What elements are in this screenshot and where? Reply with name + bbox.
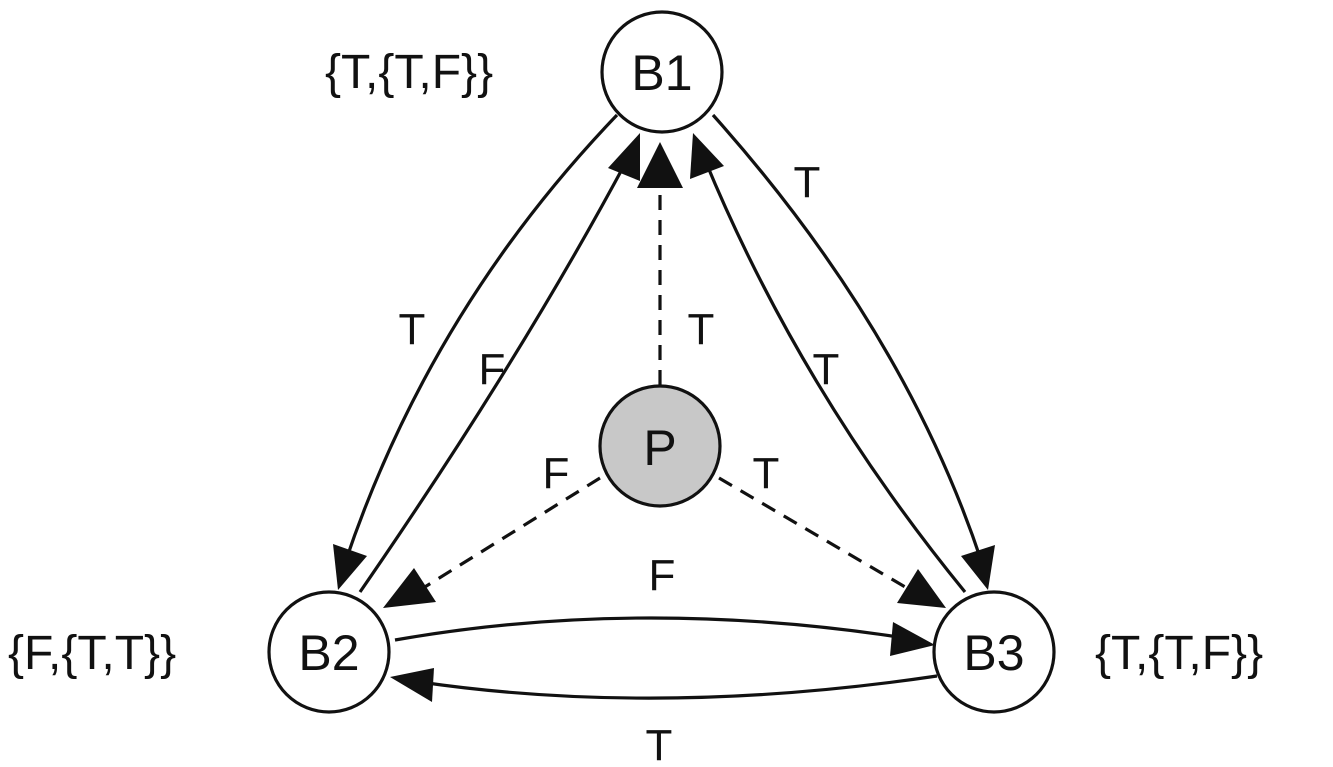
- node-b1-circle: [600, 10, 724, 134]
- edge-b2-to-b1: [358, 159, 629, 593]
- edge-b3-to-b2: [419, 674, 938, 700]
- set-label-b1: {T,{T,F}}: [325, 46, 493, 99]
- arrowhead-b3-to-b2: [390, 668, 434, 702]
- node-p: P: [598, 384, 722, 508]
- edge-b1-to-b3: [711, 113, 984, 564]
- edge-label-b2-to-b1: F: [479, 345, 506, 394]
- set-label-b3: {T,{T,F}}: [1095, 627, 1263, 680]
- edge-label-p-to-b2: F: [543, 449, 570, 498]
- arrowhead-p-to-b2: [383, 568, 436, 608]
- arrowhead-b2-to-b1: [608, 133, 640, 181]
- arrowhead-b1-to-b3: [961, 545, 995, 590]
- node-b1: B1: [600, 10, 724, 134]
- node-b3: B3: [932, 590, 1056, 714]
- arrowhead-b2-to-b3: [890, 622, 935, 656]
- edge-label-b1-to-b3: T: [794, 158, 821, 207]
- edge-label-p-to-b3: T: [753, 449, 780, 498]
- node-b2: B2: [267, 590, 391, 714]
- arrowhead-b1-to-b2: [333, 544, 367, 590]
- edge-b3-to-b1: [703, 159, 967, 594]
- edge-label-b1-to-b2: T: [399, 305, 426, 354]
- edge-b2-to-b3: [394, 616, 906, 642]
- edge-p-to-b2: [419, 476, 601, 592]
- edge-p-to-b3: [718, 476, 913, 593]
- node-p-circle: [598, 384, 722, 508]
- node-b3-label: B3: [963, 625, 1024, 681]
- edge-b1-to-b2: [343, 113, 619, 564]
- node-b2-circle: [267, 590, 391, 714]
- edge-label-b3-to-b1: T: [813, 345, 840, 394]
- node-b1-label: B1: [631, 45, 692, 101]
- edge-label-b2-to-b3: F: [649, 551, 676, 600]
- arrowhead-b3-to-b1: [690, 133, 724, 179]
- node-b3-circle: [932, 590, 1056, 714]
- edge-label-p-to-b1: T: [688, 305, 715, 354]
- edge-label-b3-to-b2: T: [646, 721, 673, 767]
- node-b2-label: B2: [298, 625, 359, 681]
- set-label-b2: {F,{T,T}}: [8, 627, 176, 680]
- node-p-label: P: [643, 420, 676, 476]
- arrowhead-p-to-b3: [897, 569, 946, 608]
- arrowhead-p-to-b1: [637, 142, 683, 188]
